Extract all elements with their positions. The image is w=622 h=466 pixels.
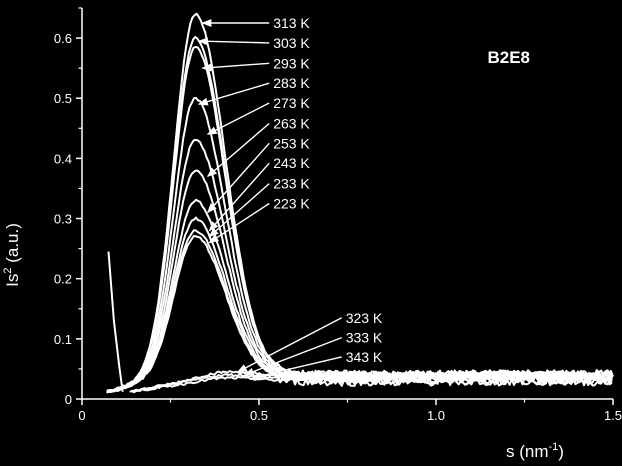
temp-arrow-293k [201,62,270,72]
curves-layer [106,12,614,394]
y-axis-title-main: Is [3,274,22,287]
temp-arrow-323k [236,317,343,373]
temp-label-323k: 323 K [346,310,383,326]
temp-arrow-233k [208,183,270,238]
x-axis-title: s (nm-1) [506,441,564,461]
x-axis-title-main: s (nm [506,442,549,461]
x-axis-title-tail: ) [558,442,564,461]
x-tick-label: 0.5 [250,408,268,423]
sample-label: B2E8 [487,48,530,67]
low-s-upturn-line [107,251,124,392]
temp-label-253k: 253 K [273,135,310,151]
series-line-343k [131,376,613,393]
temp-label-223k: 223 K [273,196,310,212]
temp-arrow-223k [208,202,270,244]
temp-label-293k: 293 K [273,55,310,71]
temp-arrow-253k [207,142,270,214]
temp-label-303k: 303 K [273,35,310,51]
axes-layer: 0 0.5 1.0 1.5 0 0.1 0.2 0.3 0.4 0.5 0.6 [54,7,622,423]
temp-label-343k: 343 K [346,349,383,365]
temp-label-283k: 283 K [273,75,310,91]
x-axis-title-sup: -1 [549,441,559,453]
temp-label-233k: 233 K [273,176,310,192]
y-tick-label: 0.3 [54,212,72,227]
y-tick-label: 0.2 [54,272,72,287]
temp-arrow-283k [197,82,270,106]
temp-label-243k: 243 K [273,155,310,171]
temp-label-333k: 333 K [346,330,383,346]
x-tick-label: 1.5 [604,408,622,423]
y-tick-label: 0.1 [54,332,72,347]
y-tick-label: 0 [65,392,72,407]
temp-arrow-343k [250,356,342,380]
temp-arrow-333k [243,336,342,376]
y-tick-label: 0.4 [54,151,72,166]
y-axis-title: Is2 (a.u.) [2,223,22,287]
temp-arrow-243k [208,162,270,232]
temp-label-313k: 313 K [273,15,310,31]
y-axis-title-sup: 2 [2,268,14,274]
temp-arrow-273k [206,102,270,135]
annotations-layer: 313 K 303 K 293 K 283 K 273 K 263 K 253 K 243 K… [197,15,383,380]
temp-label-263k: 263 K [273,116,310,132]
x-tick-label: 0 [78,408,85,423]
temp-arrow-263k [206,122,270,178]
y-tick-label: 0.5 [54,91,72,106]
temp-label-273k: 273 K [273,95,310,111]
temp-arrow-303k [197,37,270,46]
y-tick-label: 0.6 [54,31,72,46]
y-axis-title-tail: (a.u.) [3,223,22,267]
x-tick-label: 1.0 [427,408,445,423]
